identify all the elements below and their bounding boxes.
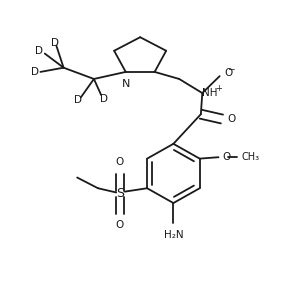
Text: S: S bbox=[116, 187, 124, 201]
Text: D: D bbox=[31, 67, 39, 77]
Text: D: D bbox=[74, 95, 82, 105]
Text: −: − bbox=[227, 64, 235, 73]
Text: D: D bbox=[35, 46, 43, 56]
Text: NH: NH bbox=[202, 88, 217, 98]
Text: O: O bbox=[116, 157, 124, 167]
Text: H₂N: H₂N bbox=[164, 230, 183, 240]
Text: D: D bbox=[100, 94, 108, 104]
Text: O: O bbox=[116, 221, 124, 230]
Text: CH₃: CH₃ bbox=[242, 152, 260, 162]
Text: +: + bbox=[216, 84, 223, 93]
Text: O: O bbox=[223, 152, 231, 162]
Text: N: N bbox=[122, 79, 130, 89]
Text: O: O bbox=[225, 68, 233, 78]
Text: O: O bbox=[227, 114, 236, 124]
Text: D: D bbox=[51, 38, 59, 48]
